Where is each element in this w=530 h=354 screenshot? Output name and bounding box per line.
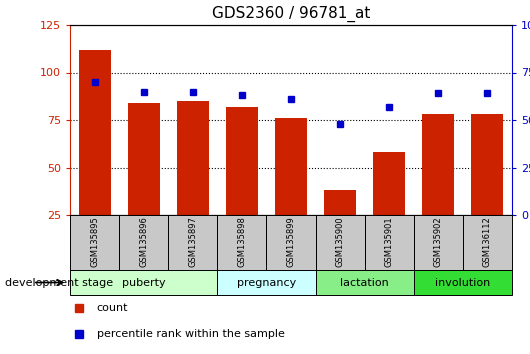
Text: GSM136112: GSM136112	[483, 216, 492, 267]
Text: GSM135896: GSM135896	[139, 216, 148, 267]
Bar	[119, 215, 168, 270]
Bar	[365, 215, 414, 270]
Bar	[315, 215, 365, 270]
Bar	[128, 103, 160, 215]
Bar	[275, 118, 307, 215]
Bar	[70, 215, 119, 270]
Title: GDS2360 / 96781_at: GDS2360 / 96781_at	[212, 6, 370, 22]
Text: puberty: puberty	[122, 278, 165, 287]
Text: involution: involution	[435, 278, 490, 287]
Text: GSM135900: GSM135900	[335, 216, 344, 267]
Text: development stage: development stage	[5, 278, 113, 287]
Bar	[463, 215, 512, 270]
Text: GSM135902: GSM135902	[434, 216, 443, 267]
Bar	[226, 107, 258, 215]
Text: GSM135901: GSM135901	[385, 216, 394, 267]
Bar	[217, 270, 315, 295]
Bar	[177, 101, 209, 215]
Text: GSM135899: GSM135899	[287, 216, 296, 267]
Text: lactation: lactation	[340, 278, 389, 287]
Bar	[324, 190, 356, 215]
Text: GSM135898: GSM135898	[237, 216, 246, 267]
Bar	[267, 215, 315, 270]
Bar	[414, 215, 463, 270]
Bar	[217, 215, 267, 270]
Bar	[168, 215, 217, 270]
Text: percentile rank within the sample: percentile rank within the sample	[96, 329, 285, 339]
Text: GSM135897: GSM135897	[188, 216, 197, 267]
Text: GSM135895: GSM135895	[90, 216, 99, 267]
Bar	[70, 270, 217, 295]
Bar	[472, 114, 503, 215]
Bar	[422, 114, 454, 215]
Bar	[78, 50, 111, 215]
Text: pregnancy: pregnancy	[237, 278, 296, 287]
Bar	[414, 270, 512, 295]
Bar	[373, 152, 405, 215]
Text: count: count	[96, 303, 128, 313]
Bar	[315, 270, 414, 295]
